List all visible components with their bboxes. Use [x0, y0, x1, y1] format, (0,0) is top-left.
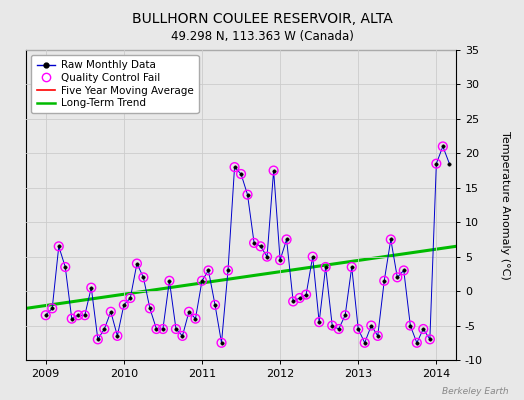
Point [139, 274, 148, 280]
Point [282, 236, 291, 243]
Point [231, 164, 239, 170]
Point [224, 267, 232, 274]
Point [419, 326, 428, 332]
Point [432, 160, 441, 167]
Point [54, 243, 63, 250]
Point [387, 236, 395, 243]
Point [74, 312, 82, 318]
Point [133, 260, 141, 267]
Point [185, 308, 193, 315]
Point [347, 264, 356, 270]
Point [380, 278, 388, 284]
Point [106, 308, 115, 315]
Point [41, 312, 50, 318]
Point [178, 333, 187, 339]
Point [296, 295, 304, 301]
Point [237, 171, 245, 177]
Point [412, 340, 421, 346]
Point [113, 333, 122, 339]
Point [393, 274, 401, 280]
Point [354, 326, 363, 332]
Point [217, 340, 226, 346]
Point [328, 322, 336, 329]
Point [100, 326, 108, 332]
Point [191, 316, 200, 322]
Point [61, 264, 70, 270]
Point [48, 305, 57, 312]
Text: Berkeley Earth: Berkeley Earth [442, 387, 508, 396]
Point [152, 326, 161, 332]
Point [439, 143, 447, 150]
Point [276, 257, 285, 263]
Point [263, 254, 271, 260]
Point [204, 267, 213, 274]
Point [81, 312, 89, 318]
Point [211, 302, 219, 308]
Point [172, 326, 180, 332]
Point [146, 305, 154, 312]
Point [198, 278, 206, 284]
Text: 49.298 N, 113.363 W (Canada): 49.298 N, 113.363 W (Canada) [171, 30, 353, 43]
Point [406, 322, 414, 329]
Point [400, 267, 408, 274]
Point [250, 240, 258, 246]
Point [341, 312, 350, 318]
Point [374, 333, 382, 339]
Point [367, 322, 376, 329]
Point [126, 295, 135, 301]
Point [309, 254, 317, 260]
Point [289, 298, 297, 305]
Point [119, 302, 128, 308]
Y-axis label: Temperature Anomaly (°C): Temperature Anomaly (°C) [499, 131, 509, 279]
Point [334, 326, 343, 332]
Point [68, 316, 76, 322]
Point [425, 336, 434, 342]
Point [361, 340, 369, 346]
Point [269, 167, 278, 174]
Point [243, 192, 252, 198]
Point [94, 336, 102, 342]
Point [87, 284, 95, 291]
Point [159, 326, 167, 332]
Point [256, 243, 265, 250]
Point [165, 278, 173, 284]
Text: BULLHORN COULEE RESERVOIR, ALTA: BULLHORN COULEE RESERVOIR, ALTA [132, 12, 392, 26]
Legend: Raw Monthly Data, Quality Control Fail, Five Year Moving Average, Long-Term Tren: Raw Monthly Data, Quality Control Fail, … [31, 55, 199, 114]
Point [302, 291, 310, 298]
Point [321, 264, 330, 270]
Point [315, 319, 323, 325]
